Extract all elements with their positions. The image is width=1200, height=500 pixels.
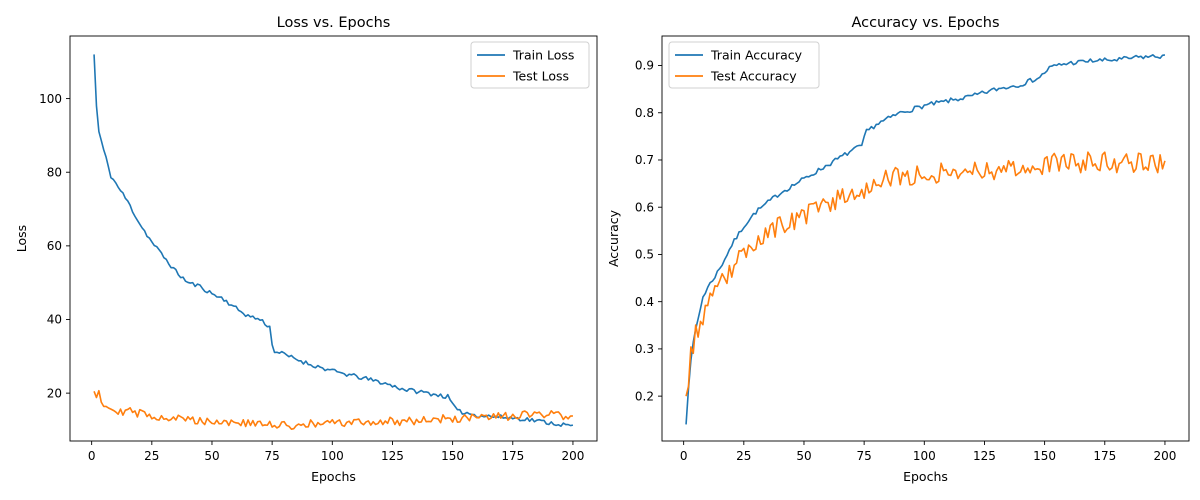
axes-frame: [69, 35, 598, 442]
series-line-test-accuracy: [685, 151, 1166, 397]
legend: Train Accuracy Test Accuracy: [668, 41, 820, 89]
x-axis-label: Epochs: [903, 469, 948, 484]
x-tick-label: 0: [88, 449, 96, 463]
x-axis-label: Epochs: [311, 469, 356, 484]
x-tick-label: 100: [913, 449, 936, 463]
y-tick-label: 0.9: [635, 59, 654, 73]
x-tick-label: 75: [264, 449, 279, 463]
chart-loss: 0 25 50 75 100 125 150 175 200 20 40 60 80 100 Loss vs…: [14, 15, 598, 484]
x-tick-label: 150: [1033, 449, 1056, 463]
x-tick-label: 200: [1153, 449, 1176, 463]
series-line-train-accuracy: [685, 54, 1166, 425]
legend-label: Train Loss: [512, 48, 574, 63]
x-tick-label: 150: [441, 449, 464, 463]
x-tick-label: 100: [321, 449, 344, 463]
y-tick-label: 20: [47, 386, 62, 400]
legend-label: Test Accuracy: [710, 69, 797, 84]
x-tick-label: 125: [381, 449, 404, 463]
series-line-test-loss: [93, 389, 573, 430]
y-tick-label: 40: [47, 313, 62, 327]
legend: Train Loss Test Loss: [470, 41, 590, 89]
legend-box: [668, 41, 820, 89]
chart-accuracy: 0 25 50 75 100 125 150 175 200 0.2 0.3 0.4 0.5 0.6 0.7…: [606, 15, 1190, 484]
y-tick-label: 0.5: [635, 248, 654, 262]
chart-title: Loss vs. Epochs: [277, 15, 391, 31]
chart-title: Accuracy vs. Epochs: [851, 15, 999, 31]
y-tick-label: 0.8: [635, 106, 654, 120]
y-tick-label: 60: [47, 239, 62, 253]
y-axis-label: Accuracy: [606, 209, 621, 267]
y-tick-label: 0.6: [635, 200, 654, 214]
y-tick-label: 0.2: [635, 389, 654, 403]
x-tick-label: 175: [1093, 449, 1116, 463]
y-tick-label: 80: [47, 165, 62, 179]
x-tick-label: 75: [856, 449, 871, 463]
x-tick-label: 25: [144, 449, 159, 463]
x-tick-label: 50: [796, 449, 811, 463]
y-tick-label: 100: [39, 92, 62, 106]
x-tick-label: 175: [501, 449, 524, 463]
legend-label: Train Accuracy: [710, 48, 803, 63]
y-axis-label: Loss: [14, 225, 29, 252]
x-tick-label: 200: [561, 449, 584, 463]
x-tick-label: 25: [736, 449, 751, 463]
series-line-train-loss: [93, 54, 574, 428]
axes-frame: [661, 35, 1190, 442]
legend-label: Test Loss: [512, 69, 569, 84]
x-tick-label: 50: [204, 449, 219, 463]
x-tick-label: 125: [973, 449, 996, 463]
y-tick-label: 0.3: [635, 342, 654, 356]
x-tick-label: 0: [680, 449, 688, 463]
y-tick-label: 0.4: [635, 295, 654, 309]
y-tick-label: 0.7: [635, 153, 654, 167]
